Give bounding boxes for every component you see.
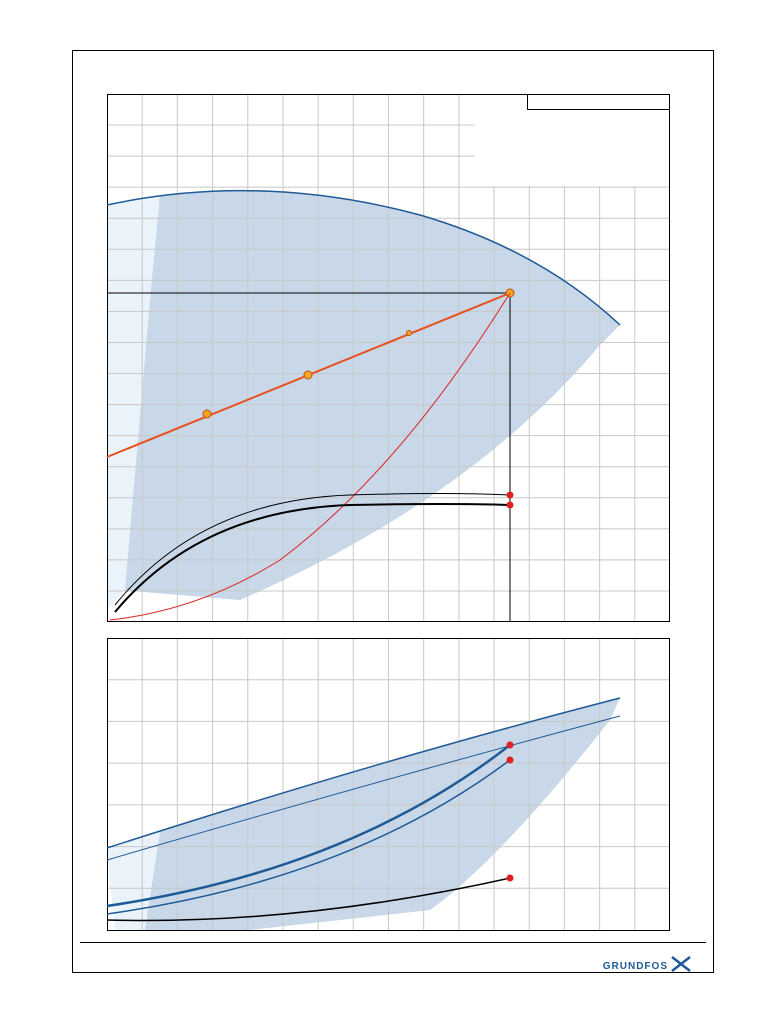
operating-area — [107, 190, 620, 610]
sheet-frame — [72, 50, 714, 973]
end-point — [506, 756, 514, 764]
axes-frame — [107, 638, 670, 931]
light-area — [107, 196, 160, 610]
point — [406, 330, 412, 336]
blank-area — [475, 95, 670, 186]
p1-curve — [106, 744, 511, 908]
axes-frame — [107, 94, 670, 622]
end-point — [506, 741, 514, 749]
max-curve — [106, 189, 621, 326]
npsh-curve — [106, 877, 511, 922]
p2-max — [106, 715, 621, 861]
end-point — [506, 501, 514, 509]
end-point — [506, 874, 514, 882]
legend-box — [527, 94, 670, 110]
end-point — [506, 491, 514, 499]
power-area — [107, 698, 620, 930]
logo-icon — [671, 956, 691, 972]
point — [303, 370, 313, 380]
bottom-chart — [106, 638, 670, 931]
point — [202, 409, 212, 419]
eff-curve-1 — [114, 493, 511, 606]
system-curve — [109, 292, 511, 621]
top-chart — [106, 94, 670, 622]
eff-curve-2 — [114, 503, 511, 613]
p2-curve — [106, 759, 511, 915]
p1-max — [106, 697, 621, 849]
logo-text: GRUNDFOS — [603, 961, 668, 972]
